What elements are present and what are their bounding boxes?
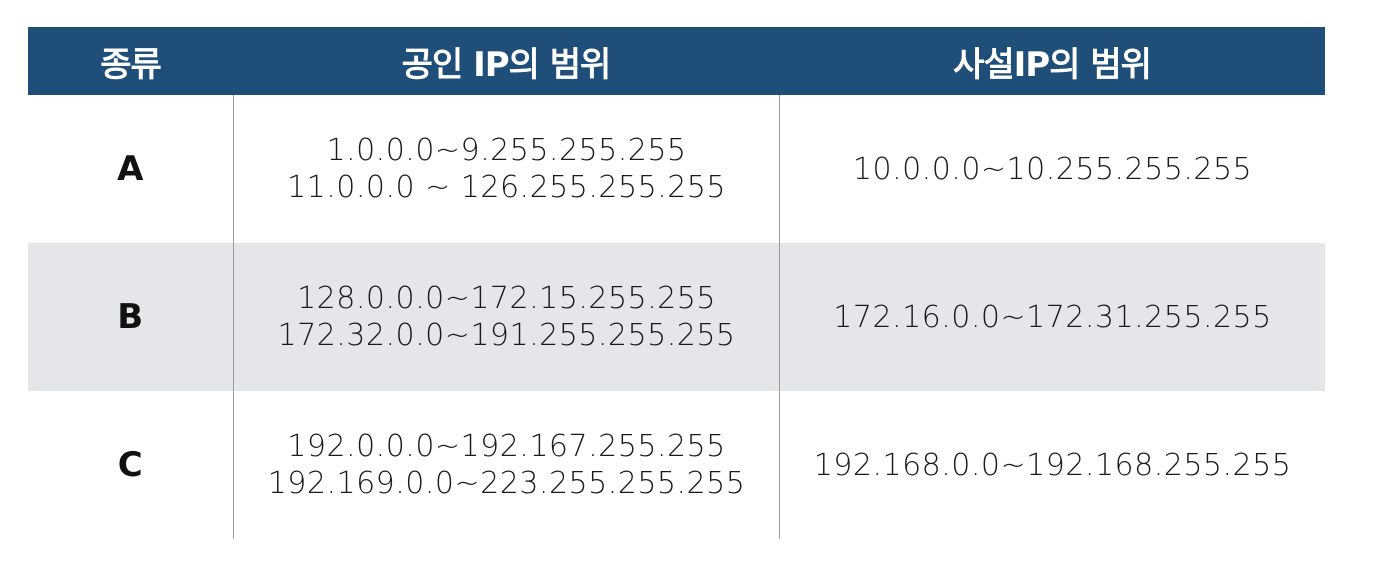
table-row-c: C 192.0.0.0~192.167.255.255 192.169.0.0~…	[28, 391, 1325, 539]
class-c-public-line-2: 192.169.0.0~223.255.255.255	[267, 466, 746, 501]
header-public-ip-range: 공인 IP의 범위	[401, 44, 612, 85]
class-a-type: A	[117, 148, 144, 189]
header-type: 종류	[100, 44, 162, 85]
class-c-private-range: 192.168.0.0~192.168.255.255	[779, 391, 1325, 539]
table-header: 종류 공인 IP의 범위 사설IP의 범위	[28, 27, 1325, 95]
class-b-public-line-1: 128.0.0.0~172.15.255.255	[297, 281, 716, 316]
class-b-public-range: 128.0.0.0~172.15.255.255 172.32.0.0~191.…	[233, 243, 779, 391]
class-c-type: C	[117, 444, 144, 485]
class-b-public-line-2: 172.32.0.0~191.255.255.255	[277, 318, 736, 353]
header-private-ip-range: 사설IP의 범위	[953, 44, 1152, 85]
class-c-public-range: 192.0.0.0~192.167.255.255 192.169.0.0~22…	[233, 391, 779, 539]
table-row-a: A 1.0.0.0~9.255.255.255 11.0.0.0 ~ 126.2…	[28, 95, 1325, 243]
ip-range-table: 종류 공인 IP의 범위 사설IP의 범위 A 1.0.0.0~9.255.25…	[28, 27, 1325, 539]
class-b-type: B	[117, 296, 144, 337]
class-a-private-range: 10.0.0.0~10.255.255.255	[779, 95, 1325, 243]
class-a-public-line-2: 11.0.0.0 ~ 126.255.255.255	[287, 170, 726, 205]
class-a-public-line-1: 1.0.0.0~9.255.255.255	[326, 133, 687, 168]
table-row-b: B 128.0.0.0~172.15.255.255 172.32.0.0~19…	[28, 243, 1325, 391]
class-c-public-line-1: 192.0.0.0~192.167.255.255	[287, 429, 726, 464]
class-a-public-range: 1.0.0.0~9.255.255.255 11.0.0.0 ~ 126.255…	[233, 95, 779, 243]
class-b-private-range: 172.16.0.0~172.31.255.255	[779, 243, 1325, 391]
